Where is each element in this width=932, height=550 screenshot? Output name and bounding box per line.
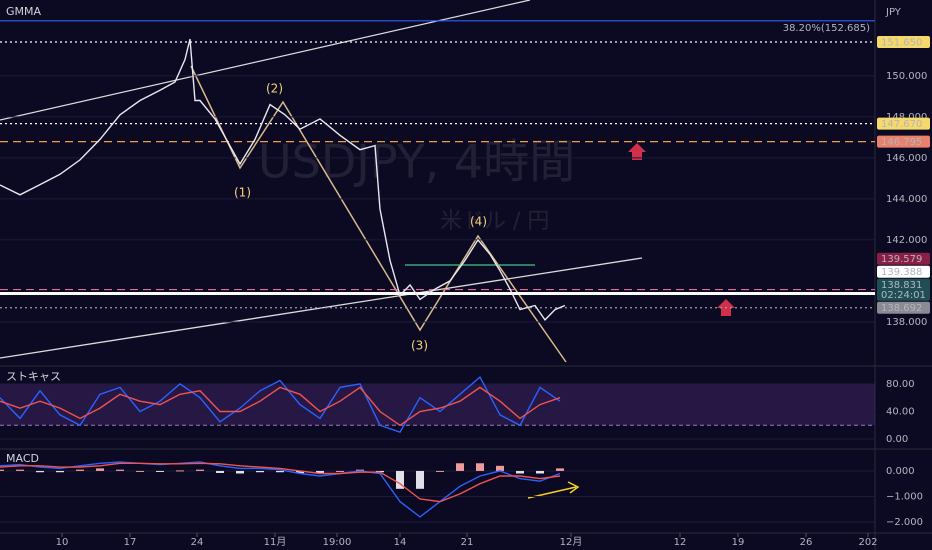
watermark-sub: 米ドル / 円 (440, 209, 549, 234)
histogram-bar (56, 470, 64, 473)
unit-label: JPY (885, 7, 902, 18)
y-tick-label: 0.000 (886, 466, 915, 477)
histogram-bar (136, 470, 144, 472)
histogram-bar (416, 470, 424, 489)
band (0, 383, 875, 426)
histogram-bar (0, 469, 4, 471)
x-tick-label: 19 (732, 537, 745, 548)
y-tick-label: −1.000 (886, 491, 923, 502)
histogram-bar (256, 470, 264, 473)
histogram-bar (556, 468, 564, 471)
histogram-bar (236, 470, 244, 474)
x-tick-label: 21 (461, 537, 474, 548)
y-tick-label: 142.000 (886, 235, 927, 246)
x-tick-label: 17 (124, 537, 137, 548)
panel-title: GMMA (6, 5, 42, 18)
arrow-head (567, 481, 580, 494)
histogram-bar (36, 470, 44, 473)
watermark: USDJPY, 4時間 (258, 135, 575, 189)
price-label-bg (877, 265, 930, 278)
series-line (0, 375, 561, 434)
price-label-bg (877, 278, 930, 301)
x-tick-label: 19:00 (323, 537, 352, 548)
histogram-bar (436, 470, 444, 472)
histogram-bar (536, 470, 544, 474)
x-tick-label: 26 (800, 537, 813, 548)
level-label: 38.20%(152.685) (783, 23, 870, 34)
panel-title: MACD (6, 452, 39, 465)
wave-label: (1) (234, 186, 251, 200)
x-tick-label: 11月 (264, 536, 287, 548)
histogram-bar (316, 470, 324, 474)
up-arrow (628, 143, 646, 160)
histogram-bar (336, 470, 344, 472)
series-line (0, 461, 561, 518)
histogram-bar (216, 470, 224, 473)
histogram-bar (196, 469, 204, 471)
series-line (0, 386, 561, 427)
x-tick-label: 12 (674, 537, 687, 548)
histogram-bar (96, 468, 104, 471)
histogram-bar (156, 470, 164, 472)
y-tick-label: 150.000 (886, 71, 927, 82)
histogram-bar (296, 470, 304, 474)
wave-label: (3) (411, 339, 428, 353)
y-tick-label: 0.00 (886, 434, 908, 445)
histogram-bar (276, 470, 284, 473)
y-tick-label: 148.000 (886, 112, 927, 123)
price-label: 138.692 (881, 303, 922, 314)
y-tick-label: 80.00 (886, 379, 915, 390)
price-label: 151.650 (881, 38, 922, 49)
y-tick-label: 146.000 (886, 153, 927, 164)
histogram-bar (496, 465, 504, 471)
series-line (0, 38, 566, 321)
price-label-bg (877, 135, 930, 148)
price-label: 146.795 (881, 137, 922, 148)
y-tick-label: −2.000 (886, 517, 923, 528)
histogram-bar (16, 469, 24, 471)
histogram-bar (476, 463, 484, 471)
wave-label: (2) (266, 82, 283, 96)
x-tick-label: 202 (858, 537, 877, 548)
trend-line (0, 0, 531, 121)
histogram-bar (76, 469, 84, 471)
price-label-bg (877, 36, 930, 49)
wave-line (190, 65, 567, 363)
wave-label: (4) (470, 215, 487, 229)
series-line (0, 462, 561, 503)
y-tick-label: 40.00 (886, 406, 915, 417)
price-label-bg (877, 301, 930, 314)
x-tick-label: 10 (56, 537, 69, 548)
x-tick-label: 24 (191, 537, 204, 548)
price-label: 139.579 (881, 254, 922, 265)
panel-title: ストキャス (6, 370, 61, 383)
histogram-bar (396, 470, 404, 489)
price-label-bg (877, 252, 930, 265)
y-tick-label: 144.000 (886, 194, 927, 205)
histogram-bar (516, 470, 524, 474)
price-label-bg (877, 117, 930, 130)
countdown: 02:24:01 (881, 290, 926, 301)
histogram-bar (176, 470, 184, 472)
y-tick-label: 138.000 (886, 317, 927, 328)
price-label: 147.670 (881, 119, 922, 130)
histogram-bar (116, 469, 124, 471)
x-tick-label: 12月 (560, 536, 583, 548)
histogram-bar (456, 463, 464, 471)
price-label: 139.388 (881, 267, 922, 278)
price-label: 138.831 (881, 280, 922, 291)
x-tick-label: 14 (394, 537, 407, 548)
